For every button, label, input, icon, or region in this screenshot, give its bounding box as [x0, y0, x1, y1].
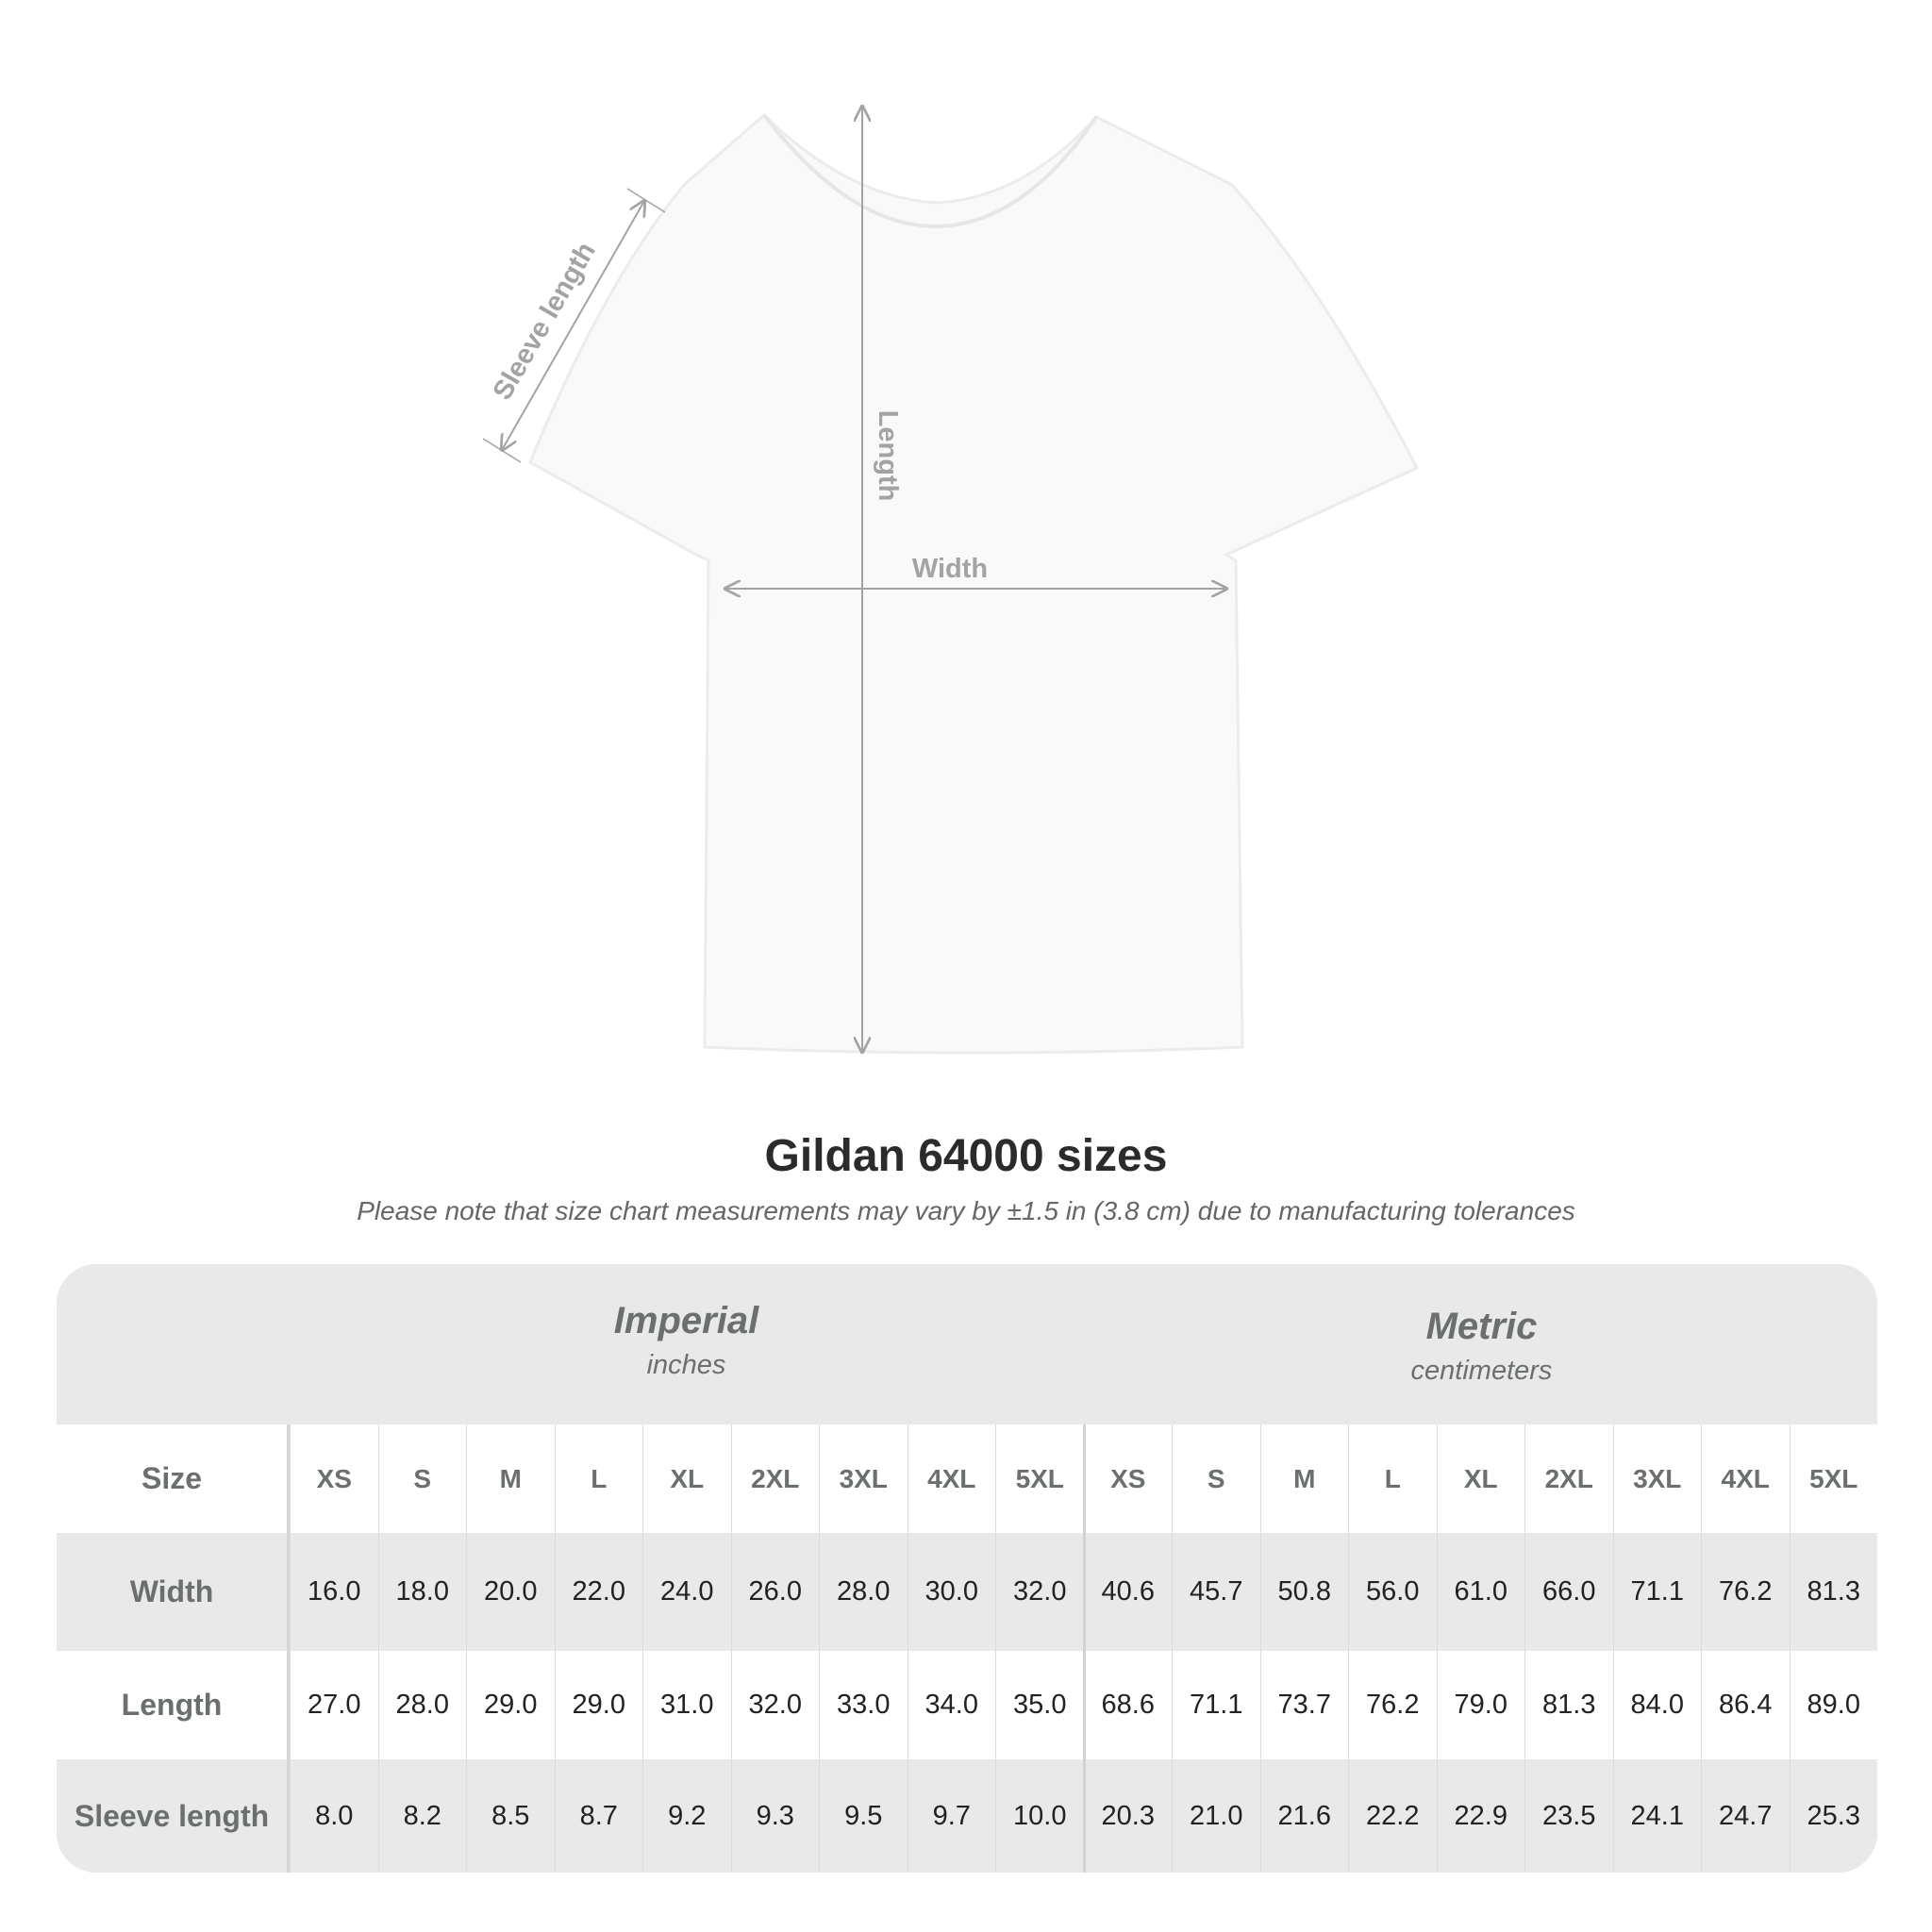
- size-header-cell: 3XL: [819, 1424, 908, 1533]
- table-cell: 84.0: [1612, 1651, 1702, 1759]
- size-header-row: Size XS S M L XL 2XL 3XL 4XL 5XL XS S M L XL 2XL 3XL 4XL 5…: [57, 1424, 1877, 1533]
- table-cell: 27.0: [290, 1651, 378, 1759]
- table-cell: 29.0: [466, 1651, 555, 1759]
- row-label: Length: [57, 1651, 290, 1759]
- imperial-header: Imperial inches: [290, 1264, 1083, 1424]
- table-cell: 30.0: [907, 1533, 996, 1651]
- sleeve-arrow: [502, 201, 644, 450]
- size-header-cell: 4XL: [907, 1424, 996, 1533]
- size-header-cell: XS: [290, 1424, 378, 1533]
- table-cell: 32.0: [995, 1533, 1084, 1651]
- table-cell: 35.0: [995, 1651, 1084, 1759]
- imperial-unit: inches: [646, 1350, 726, 1380]
- length-row: Length 27.0 28.0 29.0 29.0 31.0 32.0 33.0 34.0 35…: [57, 1651, 1877, 1759]
- table-cell: 24.1: [1612, 1759, 1702, 1873]
- table-cell: 24.0: [642, 1533, 731, 1651]
- table-cell: 73.7: [1259, 1651, 1349, 1759]
- table-cell: 71.1: [1612, 1533, 1702, 1651]
- table-cell: 9.7: [907, 1759, 996, 1873]
- table-cell: 26.0: [730, 1533, 820, 1651]
- size-table: Imperial inches Metric centimeters Size X…: [57, 1264, 1877, 1873]
- chart-title: Gildan 64000 sizes: [764, 1131, 1168, 1181]
- table-cell: 31.0: [642, 1651, 731, 1759]
- table-cell: 34.0: [907, 1651, 996, 1759]
- table-cell: 21.0: [1172, 1759, 1260, 1873]
- metric-unit: centimeters: [1410, 1356, 1553, 1386]
- table-cell: 86.4: [1701, 1651, 1790, 1759]
- size-header-cell: S: [377, 1424, 467, 1533]
- tshirt-collar: [762, 113, 1098, 229]
- size-header-cell: 2XL: [730, 1424, 820, 1533]
- tolerance-note: Please note that size chart measurements…: [357, 1196, 1575, 1225]
- table-cell: 79.0: [1436, 1651, 1525, 1759]
- table-cell: 10.0: [995, 1759, 1084, 1873]
- metric-heading: Metric: [1425, 1306, 1538, 1347]
- table-cell: 32.0: [730, 1651, 820, 1759]
- table-cell: 81.3: [1524, 1651, 1613, 1759]
- length-label: Length: [873, 410, 903, 502]
- table-cell: 9.5: [819, 1759, 908, 1873]
- table-cell: 45.7: [1172, 1533, 1260, 1651]
- table-cell: 20.3: [1083, 1759, 1173, 1873]
- row-label: Width: [57, 1533, 290, 1651]
- table-cell: 8.2: [377, 1759, 467, 1873]
- size-header-cell: L: [1348, 1424, 1437, 1533]
- table-cell: 21.6: [1259, 1759, 1349, 1873]
- table-cell: 8.7: [554, 1759, 643, 1873]
- imperial-heading: Imperial: [613, 1300, 759, 1341]
- row-label: Sleeve length: [57, 1759, 290, 1873]
- table-cell: 50.8: [1259, 1533, 1349, 1651]
- table-cell: 71.1: [1172, 1651, 1260, 1759]
- metric-header: Metric centimeters: [1086, 1264, 1877, 1424]
- table-cell: 25.3: [1789, 1759, 1878, 1873]
- sleeve-length-row: Sleeve length 8.0 8.2 8.5 8.7 9.2 9.3 9.5 9.7 10.…: [57, 1759, 1877, 1873]
- table-cell: 9.2: [642, 1759, 731, 1873]
- table-cell: 8.0: [290, 1759, 378, 1873]
- table-cell: 20.0: [466, 1533, 555, 1651]
- width-label: Width: [912, 554, 988, 584]
- size-header-cell: 4XL: [1701, 1424, 1790, 1533]
- table-cell: 76.2: [1348, 1651, 1437, 1759]
- size-header-cell: S: [1172, 1424, 1260, 1533]
- table-cell: 23.5: [1524, 1759, 1613, 1873]
- size-header-cell: 3XL: [1612, 1424, 1702, 1533]
- size-header-cell: M: [1259, 1424, 1349, 1533]
- table-cell: 89.0: [1789, 1651, 1878, 1759]
- table-cell: 22.2: [1348, 1759, 1437, 1873]
- size-header-cell: L: [554, 1424, 643, 1533]
- size-header-cell: 5XL: [995, 1424, 1084, 1533]
- table-cell: 28.0: [377, 1651, 467, 1759]
- size-header-cell: 2XL: [1524, 1424, 1613, 1533]
- tshirt-diagram: Width Length Sleeve length: [482, 0, 1420, 1055]
- sleeve-tick-bottom: [482, 438, 522, 463]
- tshirt-shape: [528, 112, 1420, 1055]
- table-cell: 40.6: [1083, 1533, 1173, 1651]
- table-cell: 18.0: [377, 1533, 467, 1651]
- table-cell: 81.3: [1789, 1533, 1878, 1651]
- table-cell: 22.0: [554, 1533, 643, 1651]
- table-cell: 24.7: [1701, 1759, 1790, 1873]
- table-cell: 28.0: [819, 1533, 908, 1651]
- table-cell: 68.6: [1083, 1651, 1173, 1759]
- table-cell: 8.5: [466, 1759, 555, 1873]
- table-cell: 9.3: [730, 1759, 820, 1873]
- table-cell: 56.0: [1348, 1533, 1437, 1651]
- table-cell: 29.0: [554, 1651, 643, 1759]
- table-cell: 33.0: [819, 1651, 908, 1759]
- width-row: Width 16.0 18.0 20.0 22.0 24.0 26.0 28.0 30.0 32.…: [57, 1533, 1877, 1651]
- size-header-cell: XL: [642, 1424, 731, 1533]
- table-cell: 76.2: [1701, 1533, 1790, 1651]
- table-cell: 66.0: [1524, 1533, 1613, 1651]
- sleeve-tick-top: [626, 188, 666, 213]
- size-header-cell: M: [466, 1424, 555, 1533]
- table-cell: 16.0: [290, 1533, 378, 1651]
- size-header-cell: 5XL: [1789, 1424, 1878, 1533]
- table-cell: 22.9: [1436, 1759, 1525, 1873]
- size-header-cell: XL: [1436, 1424, 1525, 1533]
- row-label: Size: [57, 1424, 290, 1533]
- unit-divider: [1083, 1424, 1086, 1873]
- size-header-cell: XS: [1083, 1424, 1173, 1533]
- table-cell: 61.0: [1436, 1533, 1525, 1651]
